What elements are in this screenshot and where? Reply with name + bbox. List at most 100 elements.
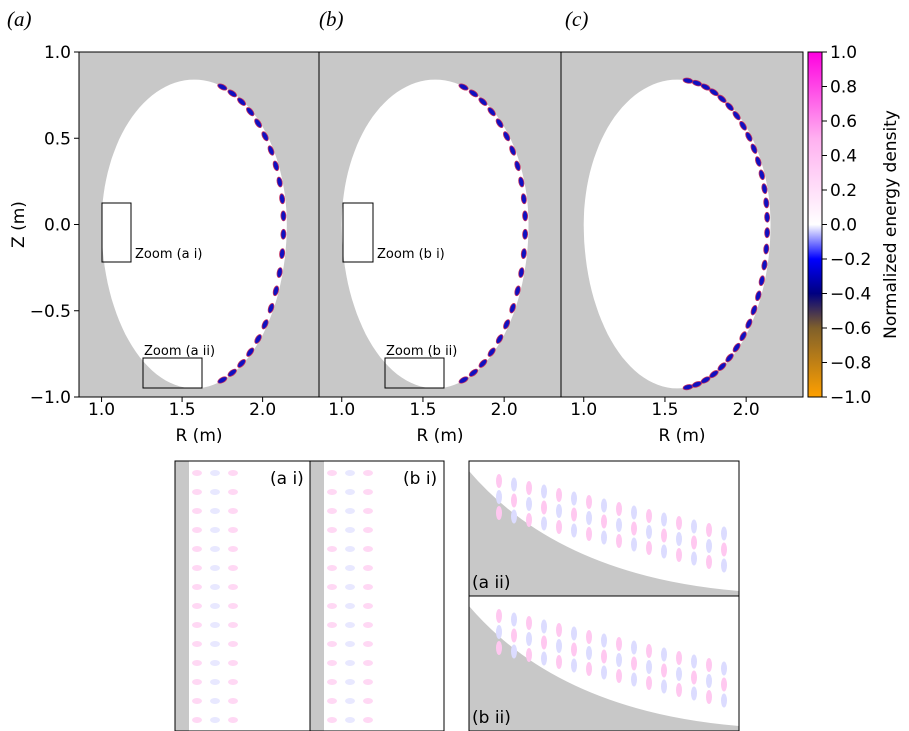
inset-gray	[310, 461, 324, 731]
wave-blob	[758, 169, 765, 181]
wave-blob	[646, 644, 652, 658]
inset-gray	[469, 606, 739, 731]
inset-background	[175, 461, 310, 731]
inset-background	[310, 461, 444, 731]
y-tick-label: 0.0	[44, 216, 71, 236]
wave-blob	[676, 651, 682, 665]
wave-blob	[217, 376, 228, 384]
wave-blob	[709, 370, 719, 379]
wave-blob	[227, 368, 237, 377]
wave-blob	[586, 646, 592, 660]
wave-blob	[192, 508, 202, 514]
wave-blob	[210, 717, 220, 723]
wave-blob	[691, 686, 697, 701]
wave-blob	[254, 118, 262, 129]
wave-blob	[541, 484, 547, 499]
y-axis-label: Z (m)	[9, 201, 29, 248]
wave-blob	[750, 304, 758, 316]
wave-blob	[571, 507, 577, 522]
wave-blob	[345, 603, 355, 609]
wave-blob	[496, 641, 502, 655]
wave-blob	[706, 555, 712, 569]
colorbar-tick-label: 0.2	[830, 181, 857, 201]
wave-blob	[267, 302, 275, 314]
wave-blob	[750, 143, 758, 154]
wave-blob	[586, 662, 592, 676]
wave-blob	[228, 565, 238, 571]
wave-blob	[511, 628, 517, 643]
zoom-box	[342, 202, 374, 263]
wave-blob	[511, 509, 517, 524]
wave-blob	[276, 267, 283, 278]
wave-blob	[363, 527, 373, 533]
wave-blob	[363, 641, 373, 647]
wave-blob	[522, 228, 529, 240]
inset-label: (a ii)	[472, 573, 511, 593]
wave-blob	[192, 717, 202, 723]
wave-blob	[210, 527, 220, 533]
wave-blob	[721, 661, 727, 676]
wave-blob	[327, 546, 337, 552]
wave-blob	[509, 302, 516, 314]
wave-blob	[228, 489, 238, 495]
wave-blob	[616, 653, 622, 667]
wave-blob	[503, 319, 511, 330]
wave-blob	[363, 698, 373, 704]
wave-blob	[601, 514, 607, 529]
x-tick-label: 1.5	[409, 400, 436, 420]
wave-blob	[511, 477, 517, 492]
wave-blob	[526, 632, 532, 646]
wave-blob	[237, 359, 246, 368]
wave-blob	[363, 508, 373, 514]
wave-blob	[495, 118, 504, 129]
colorbar-tick-label: 0.4	[830, 147, 857, 167]
wave-blob	[601, 649, 607, 664]
wave-blob	[345, 527, 355, 533]
wave-blob	[246, 107, 255, 117]
wave-blob	[228, 622, 238, 628]
x-axis-label: R (m)	[175, 426, 222, 446]
wave-blob	[721, 693, 727, 708]
wave-blob	[254, 334, 262, 344]
x-tick-label: 1.0	[570, 400, 597, 420]
wave-blob	[210, 508, 220, 514]
wave-blob	[496, 625, 502, 639]
plasma-region	[583, 79, 771, 389]
wave-blob	[210, 660, 220, 666]
zoom-box	[384, 357, 445, 389]
wave-blob	[676, 683, 682, 697]
wave-blob	[192, 660, 202, 666]
wave-blob	[661, 663, 667, 678]
wave-blob	[541, 619, 547, 634]
wave-blob	[520, 248, 527, 259]
wave-blob	[721, 526, 727, 541]
wave-blob	[586, 511, 592, 525]
wave-blob	[192, 603, 202, 609]
wave-blob	[237, 97, 247, 106]
wave-blob	[541, 651, 547, 666]
wave-blob	[327, 717, 337, 723]
wave-blob	[514, 285, 521, 297]
wave-blob	[228, 470, 238, 476]
colorbar-tick-label: −1.0	[830, 388, 871, 408]
wave-blob	[758, 275, 765, 287]
wave-blob	[279, 193, 286, 205]
wave-blob	[363, 717, 373, 723]
inset-label: (b ii)	[472, 708, 511, 728]
wave-blob	[526, 616, 532, 630]
wave-blob	[725, 353, 734, 363]
wave-blob	[509, 145, 517, 156]
panel-label: (c)	[565, 7, 588, 31]
zoom-box	[142, 357, 203, 389]
wave-blob	[526, 648, 532, 662]
wave-blob	[345, 489, 355, 495]
wave-blob	[327, 470, 337, 476]
wave-blob	[192, 470, 202, 476]
wave-blob	[327, 489, 337, 495]
wave-blob	[458, 83, 469, 91]
wave-blob	[272, 285, 280, 297]
wave-blob	[646, 525, 652, 539]
wave-blob	[192, 698, 202, 704]
wave-blob	[764, 211, 771, 223]
wave-blob	[192, 584, 202, 590]
